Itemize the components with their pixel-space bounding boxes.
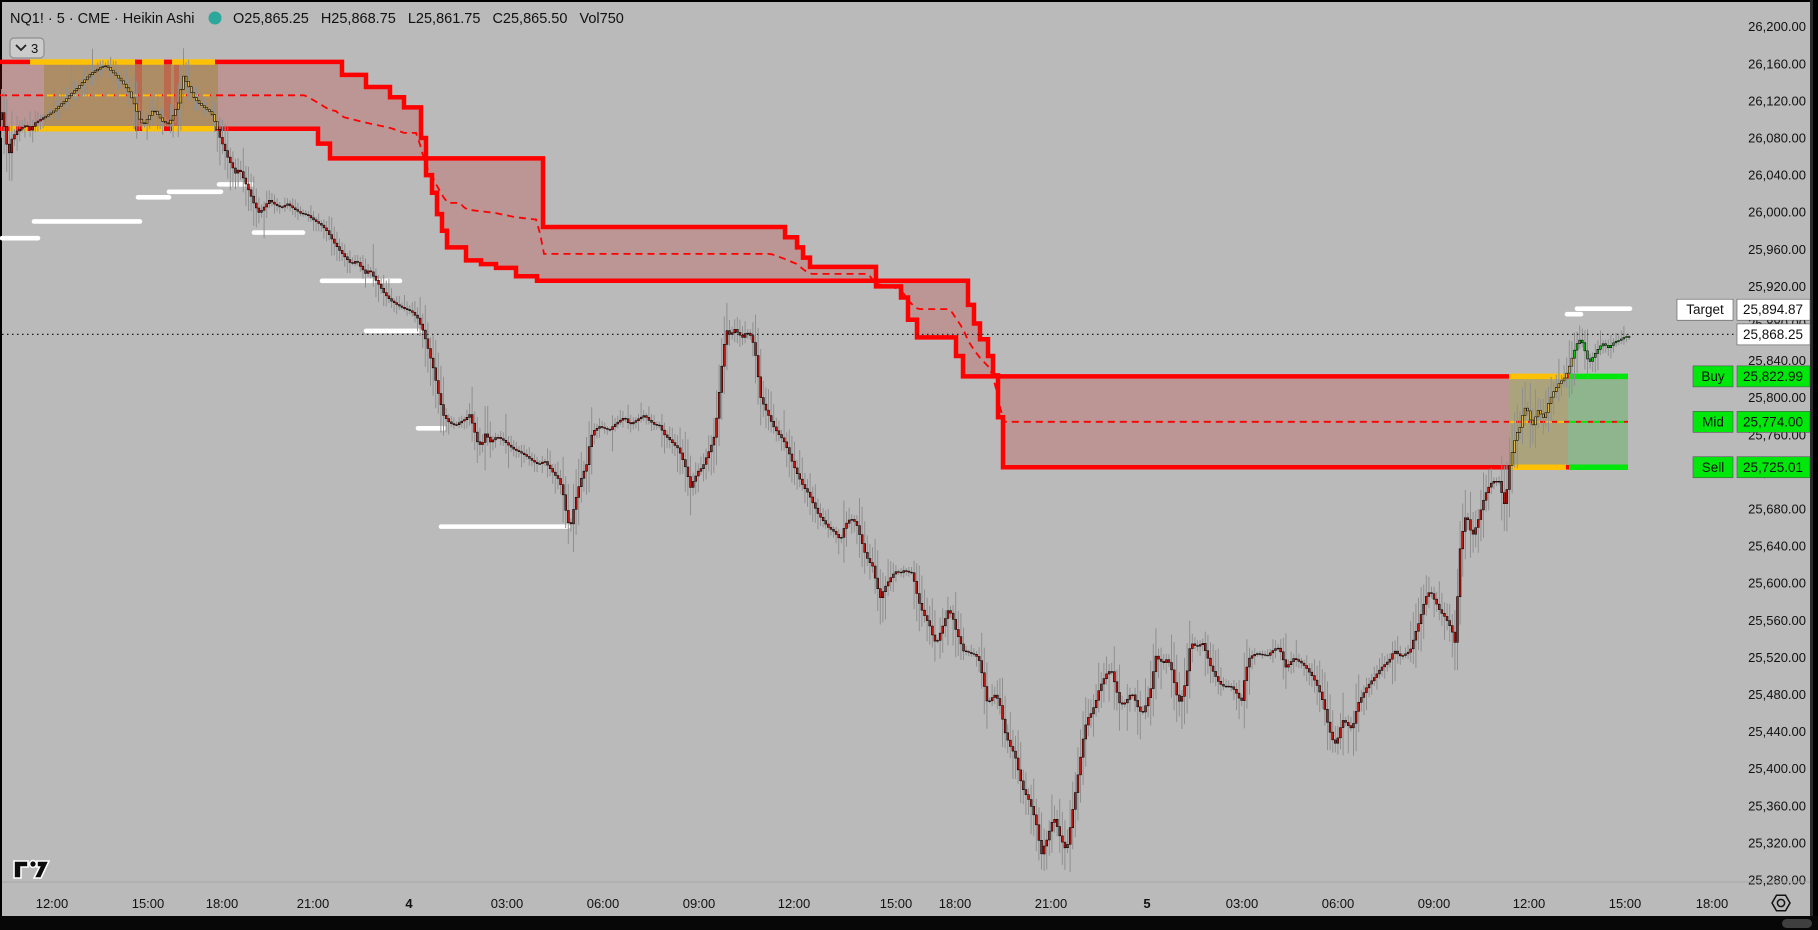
indicator-count: 3 — [31, 41, 38, 56]
volume-value: Vol750 — [579, 11, 623, 27]
tradingview-logo[interactable] — [13, 859, 51, 879]
time-axis-label: 06:00 — [587, 896, 620, 911]
target-tag-value-chip — [1736, 298, 1811, 321]
time-axis-label: 21:00 — [1035, 896, 1068, 911]
liquidity-levels — [0, 182, 1633, 529]
time-axis-label: 06:00 — [1322, 896, 1355, 911]
time-axis-label: 5 — [1143, 896, 1150, 911]
price-axis-label: 25,440.00 — [1748, 724, 1806, 739]
mid-tag-value: 25,774.00 — [1743, 414, 1803, 429]
buy-tag-label-chip — [1692, 365, 1734, 388]
buy-tag-value: 25,822.99 — [1743, 369, 1803, 384]
band-top-line — [0, 59, 1628, 470]
time-axis-label: 15:00 — [1609, 896, 1642, 911]
price-axis-label: 25,960.00 — [1748, 242, 1806, 257]
time-axis-label: 03:00 — [1226, 896, 1259, 911]
heikin-ashi-candles — [0, 48, 1631, 873]
symbol-title[interactable]: NQ1! · 5 · CME · Heikin Ashi — [10, 11, 195, 27]
band-mid-line — [0, 94, 1628, 423]
time-axis-label: 15:00 — [880, 896, 913, 911]
price-axis-label: 26,120.00 — [1748, 93, 1806, 108]
price-axis-label: 26,160.00 — [1748, 56, 1806, 71]
target-tag-value: 25,894.87 — [1743, 302, 1803, 317]
time-axis-label: 18:00 — [206, 896, 239, 911]
bottom-bar — [0, 916, 1818, 930]
price-axis-label: 25,360.00 — [1748, 798, 1806, 813]
candles-inside-zone — [44, 65, 1574, 466]
mid-tag-value-chip — [1736, 411, 1811, 433]
price-axis-label: 25,920.00 — [1748, 279, 1806, 294]
target-tag-label: Target — [1686, 302, 1724, 317]
supply-demand-band — [0, 59, 1628, 471]
right-edge-divider — [1810, 0, 1813, 916]
open-value: O25,865.25 — [233, 11, 309, 27]
market-status-icon[interactable] — [208, 11, 222, 25]
time-axis-label: 03:00 — [491, 896, 524, 911]
session-clock-icon[interactable] — [1771, 894, 1791, 912]
chevron-down-icon[interactable] — [15, 44, 27, 52]
time-axis-label: 12:00 — [778, 896, 811, 911]
chart-header: NQ1! · 5 · CME · Heikin Ashi O25,865.25 … — [10, 11, 624, 27]
price-axis-label: 25,480.00 — [1748, 687, 1806, 702]
time-axis-label: 18:00 — [939, 896, 972, 911]
low-value: L25,861.75 — [408, 11, 481, 27]
sell-tag-label-chip — [1692, 456, 1734, 479]
target-tag-label-chip — [1676, 298, 1734, 321]
high-value: H25,868.75 — [321, 11, 396, 27]
time-axis-label: 12:00 — [36, 896, 69, 911]
price-tags: Target 25,894.87 25,868.25 Buy 25,822.99 Mid 2… — [1676, 298, 1811, 479]
price-axis-label: 25,640.00 — [1748, 539, 1806, 554]
time-axis-label: 15:00 — [132, 896, 165, 911]
current-price-tag-value-chip — [1736, 323, 1811, 346]
time-axis[interactable]: 12:00 15:00 18:00 21:00 4 03:00 06:00 09:00 12:0… — [36, 896, 1729, 911]
candles-bullish-zone — [1573, 336, 1631, 362]
price-axis-label: 25,840.00 — [1748, 353, 1806, 368]
price-axis-label: 26,080.00 — [1748, 131, 1806, 146]
time-axis-label: 09:00 — [683, 896, 716, 911]
indicator-legend-toggle[interactable]: 3 — [9, 37, 45, 59]
sell-tag-label: Sell — [1702, 460, 1725, 475]
buy-tag-label: Buy — [1701, 369, 1725, 384]
mid-tag-label-chip — [1692, 411, 1734, 433]
price-axis-label: 25,280.00 — [1748, 873, 1806, 888]
band-stripe-red — [174, 61, 179, 129]
legend-box[interactable] — [9, 37, 45, 59]
time-axis-label: 18:00 — [1696, 896, 1729, 911]
time-axis-label: 4 — [405, 896, 413, 911]
chart-pane[interactable] — [2, 2, 1810, 916]
close-value: C25,865.50 — [492, 11, 567, 27]
price-axis-label: 25,320.00 — [1748, 835, 1806, 850]
price-axis-label: 26,040.00 — [1748, 168, 1806, 183]
candles-bearish-zone — [0, 112, 1511, 855]
price-axis-label: 25,680.00 — [1748, 502, 1806, 517]
band-fill-red — [0, 61, 1509, 468]
price-axis-label: 26,000.00 — [1748, 205, 1806, 220]
current-price-tag-value: 25,868.25 — [1743, 327, 1803, 342]
sell-tag-value: 25,725.01 — [1743, 460, 1803, 475]
time-axis-label: 12:00 — [1513, 896, 1546, 911]
price-axis-label: 26,200.00 — [1748, 19, 1806, 34]
band-bottom-line — [0, 126, 1628, 379]
price-axis-label: 25,520.00 — [1748, 650, 1806, 665]
mid-tag-label: Mid — [1702, 414, 1724, 429]
ohlc-readout: O25,865.25 H25,868.75 L25,861.75 C25,865… — [233, 11, 624, 27]
price-axis-label: 25,800.00 — [1748, 390, 1806, 405]
time-axis-label: 09:00 — [1418, 896, 1451, 911]
price-axis-label: 25,600.00 — [1748, 576, 1806, 591]
sell-tag-value-chip — [1736, 456, 1811, 479]
price-axis-label: 25,400.00 — [1748, 761, 1806, 776]
bottom-bar-handle[interactable] — [1782, 919, 1812, 928]
time-axis-label: 21:00 — [297, 896, 330, 911]
price-axis-label: 25,560.00 — [1748, 613, 1806, 628]
buy-tag-value-chip — [1736, 365, 1811, 388]
